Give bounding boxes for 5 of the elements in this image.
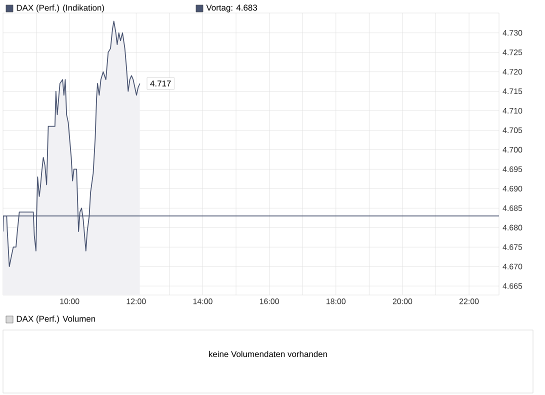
legend-label: Vortag: 4.683 xyxy=(206,4,257,12)
text: DAX (Perf.) Volumen xyxy=(16,316,96,324)
annotation: 4.717 xyxy=(150,80,171,86)
text: keine Volumendaten vorhanden xyxy=(209,350,327,358)
legend-label: DAX (Perf.) (Indikation) xyxy=(16,4,104,12)
